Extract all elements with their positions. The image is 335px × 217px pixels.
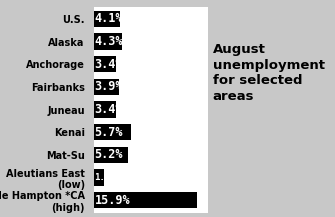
Text: 5.2%: 5.2% (94, 148, 123, 161)
Text: 1.6%: 1.6% (94, 173, 116, 182)
Bar (94, 192, 197, 208)
Bar (94, 56, 116, 72)
Text: 4.3%: 4.3% (94, 35, 123, 48)
Text: August
unemployment
for selected
areas: August unemployment for selected areas (213, 43, 325, 103)
Text: 3.4%: 3.4% (94, 103, 123, 116)
Text: 5.7%: 5.7% (94, 126, 123, 139)
Bar (94, 79, 119, 95)
Text: 3.4%: 3.4% (94, 58, 123, 71)
Bar (94, 101, 116, 118)
Bar (94, 124, 131, 140)
Text: 15.9%: 15.9% (94, 194, 130, 207)
Bar (94, 147, 128, 163)
Text: 3.9%: 3.9% (94, 81, 123, 94)
Bar (94, 33, 122, 50)
Bar (94, 11, 121, 27)
Text: 4.1%: 4.1% (94, 12, 123, 25)
Bar (94, 169, 104, 186)
